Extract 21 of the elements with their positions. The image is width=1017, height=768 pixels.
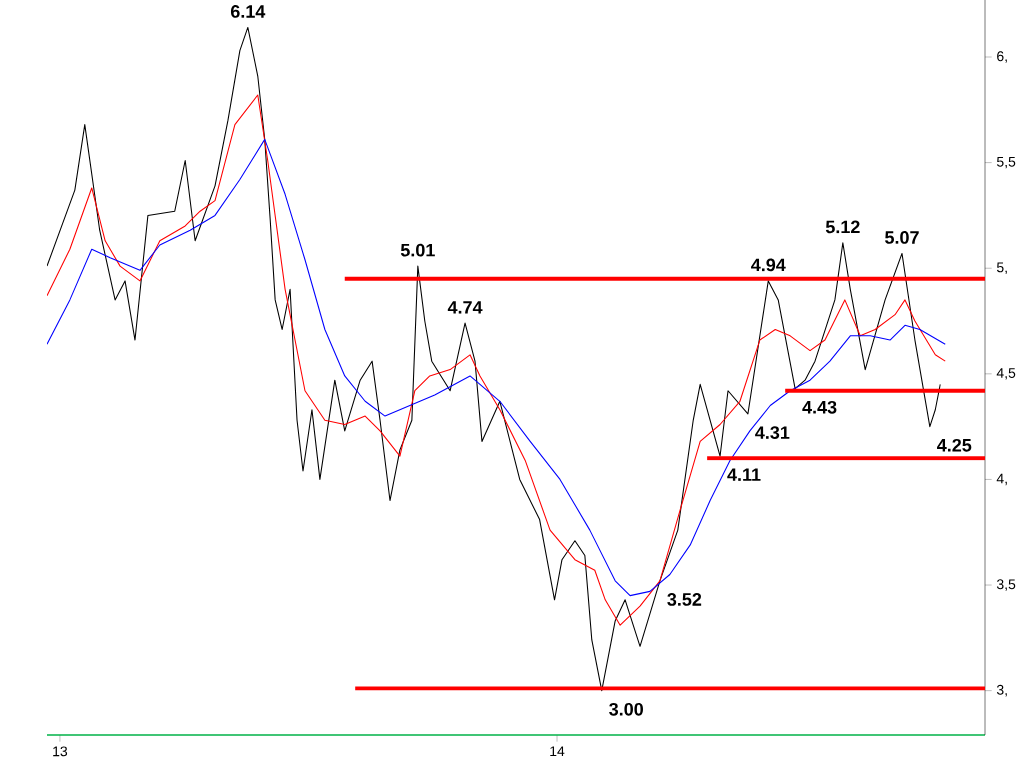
y-tick-label: 6, bbox=[997, 51, 1007, 63]
x-tick-label: 13 bbox=[53, 746, 68, 757]
annotation: 5.01 bbox=[400, 243, 435, 257]
y-tick-label: 5,5 bbox=[996, 156, 1016, 169]
annotation: 3.00 bbox=[609, 702, 643, 716]
annotation: 4.11 bbox=[727, 468, 761, 481]
annotation: 6.14 bbox=[230, 5, 266, 18]
y-tick-label: 4,5 bbox=[996, 368, 1016, 380]
annotation: 4.94 bbox=[751, 258, 786, 272]
y-tick-label: 4, bbox=[996, 473, 1007, 486]
annotation: 5.12 bbox=[825, 220, 860, 234]
annotation: 4.43 bbox=[802, 400, 837, 414]
y-tick-label: 3, bbox=[996, 684, 1007, 697]
y-tick-label: 5, bbox=[996, 262, 1007, 274]
annotation: 4.74 bbox=[447, 301, 483, 314]
annotation: 4.25 bbox=[937, 438, 972, 452]
annotation: 5.07 bbox=[885, 231, 919, 244]
x-tick-label: 14 bbox=[550, 746, 565, 757]
y-tick-label: 3,5 bbox=[996, 579, 1016, 591]
annotation: 3.52 bbox=[667, 593, 702, 606]
annotation: 4.31 bbox=[755, 426, 790, 440]
